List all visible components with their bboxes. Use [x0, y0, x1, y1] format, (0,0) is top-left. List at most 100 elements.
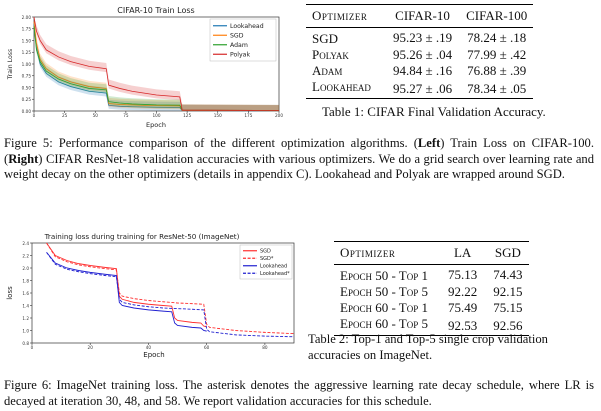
y-tick-label: 1.8 [22, 278, 29, 283]
legend-label: SGD* [260, 256, 274, 262]
fig5-caption-right: Right [8, 151, 39, 166]
table1-cell: 78.24 ± .18 [467, 29, 527, 45]
fig5-caption-label: Figure 5: Performance comparison of the … [4, 136, 418, 150]
y-tick-label: 1.50 [22, 38, 32, 43]
table2-cell: 92.22 [448, 284, 478, 299]
table1-cell: 95.26 ± .04 [392, 47, 453, 62]
fig6-ylabel: loss [6, 286, 14, 300]
table-row: Epoch 60 - Top 5 92.53 92.56 [334, 316, 529, 336]
x-tick-label: 100 [153, 113, 161, 118]
table-row: Adam 94.84 ± .16 76.88 ± .39 [306, 63, 533, 79]
table1-caption: Table 1: CIFAR Final Validation Accuracy… [322, 104, 546, 119]
x-tick-label: 20 [88, 345, 94, 350]
legend-label: SGD [230, 32, 244, 39]
x-tick-label: 40 [146, 345, 152, 350]
y-tick-label: 1.00 [22, 62, 32, 67]
x-tick-label: 75 [123, 113, 129, 118]
legend-label: Lookahead* [260, 271, 290, 277]
x-tick-label: 50 [93, 113, 99, 118]
y-tick-label: 0.50 [22, 85, 32, 90]
fig5-chart-title: CIFAR-10 Train Loss [117, 6, 194, 15]
table1: Optimizer CIFAR-10 CIFAR-100 SGD 95.23 ±… [306, 4, 534, 99]
fig5-caption-left: Left [417, 136, 441, 150]
y-tick-label: 1.0 [22, 328, 29, 333]
series-line [46, 252, 295, 338]
table1-cell: Lookahead [312, 79, 371, 94]
table-row: Polyak 95.26 ± .04 77.99 ± .42 [306, 47, 533, 63]
table2-cell: 75.49 [448, 300, 478, 315]
x-tick-label: 0 [31, 345, 34, 350]
table-row: Epoch 50 - Top 5 92.22 92.15 [334, 284, 529, 300]
table1-cell: 76.88 ± .39 [467, 63, 527, 78]
table1-grid: Optimizer CIFAR-10 CIFAR-100 SGD 95.23 ±… [306, 4, 534, 99]
fig6-xlabel: Epoch [143, 351, 164, 359]
x-tick-label: 150 [214, 113, 222, 118]
fig5-xlabel: Epoch [146, 121, 166, 129]
y-tick-label: 0.8 [22, 341, 29, 346]
legend-label: Lookahead [230, 23, 264, 30]
y-tick-label: 1.6 [22, 291, 29, 296]
x-tick-label: 25 [62, 113, 68, 118]
table2-cell: 92.15 [493, 284, 523, 299]
table2-header: LA [453, 245, 472, 260]
y-tick-label: 1.2 [22, 316, 29, 321]
x-tick-label: 200 [275, 113, 283, 118]
table2-cell: Epoch 60 - Top 5 [340, 316, 428, 331]
y-tick-label: 1.4 [22, 303, 29, 308]
fig6-chart: Training loss during training for ResNet… [6, 232, 295, 359]
table2-header: Optimizer [340, 245, 396, 260]
x-tick-label: 175 [244, 113, 252, 118]
table1-header: Optimizer [312, 8, 368, 23]
legend-label: SGD [260, 249, 271, 255]
fig6-caption: Figure 6: ImageNet training loss. The as… [4, 378, 594, 408]
fig5-caption: Figure 5: Performance comparison of the … [4, 136, 594, 183]
y-tick-label: 1.25 [22, 50, 32, 55]
table2-cell: Epoch 50 - Top 5 [340, 284, 428, 299]
table2-header: SGD [494, 245, 521, 260]
table1-header: CIFAR-100 [466, 8, 528, 23]
table1-cell: SGD [312, 31, 339, 46]
x-tick-label: 80 [262, 345, 268, 350]
table2-cell: 92.56 [493, 317, 523, 333]
series-band [34, 20, 279, 111]
table-row: Lookahead 95.27 ± .06 78.34 ± .05 [306, 79, 534, 99]
series-line [33, 16, 280, 111]
table1-cell: 95.27 ± .06 [392, 80, 453, 96]
y-tick-label: 0.75 [22, 74, 32, 79]
table1-cell: 95.23 ± .19 [392, 29, 453, 45]
legend-label: Polyak [230, 51, 250, 58]
table2-cell: 74.43 [493, 266, 523, 282]
series-line [46, 242, 295, 335]
legend-label: Lookahead [260, 264, 287, 270]
y-tick-label: 0.00 [22, 109, 32, 114]
table-row: Epoch 50 - Top 1 75.13 74.43 [334, 265, 529, 285]
series-band [34, 18, 279, 111]
table2-cell: 92.53 [448, 317, 478, 333]
fig5-caption-rest: ) CIFAR ResNet-18 validation accuracies … [4, 151, 594, 182]
table2: Optimizer LA SGD Epoch 50 - Top 1 75.13 … [334, 241, 529, 336]
y-tick-label: 2.2 [22, 253, 29, 258]
series-band [34, 17, 279, 111]
series-line [46, 252, 207, 332]
x-tick-label: 60 [204, 345, 210, 350]
table1-cell: Polyak [312, 47, 349, 62]
table-row: SGD 95.23 ± .19 78.24 ± .18 [306, 28, 533, 48]
fig5-caption-mid: ) Train Loss on CIFAR-100. ( [4, 136, 594, 166]
legend-label: Adam [230, 42, 248, 49]
table1-header: CIFAR-10 [395, 8, 450, 23]
table2-cell: Epoch 50 - Top 1 [340, 268, 428, 283]
x-tick-label: 0 [33, 113, 36, 118]
table1-cell: 94.84 ± .16 [392, 63, 453, 78]
y-tick-label: 2.4 [22, 241, 29, 246]
table2-cell: 75.13 [448, 266, 478, 282]
fig5-legend: Lookahead SGD Adam Polyak [209, 18, 277, 62]
x-tick-label: 125 [183, 113, 191, 118]
fig6-chart-title: Training loss during training for ResNet… [44, 232, 240, 241]
y-tick-label: 0.25 [22, 97, 32, 102]
table2-cell: Epoch 60 - Top 1 [340, 300, 428, 315]
series-line [33, 24, 280, 112]
table2-grid: Optimizer LA SGD Epoch 50 - Top 1 75.13 … [334, 241, 529, 336]
fig5-ylabel: Train Loss [7, 49, 14, 80]
y-tick-label: 2.00 [22, 15, 32, 20]
